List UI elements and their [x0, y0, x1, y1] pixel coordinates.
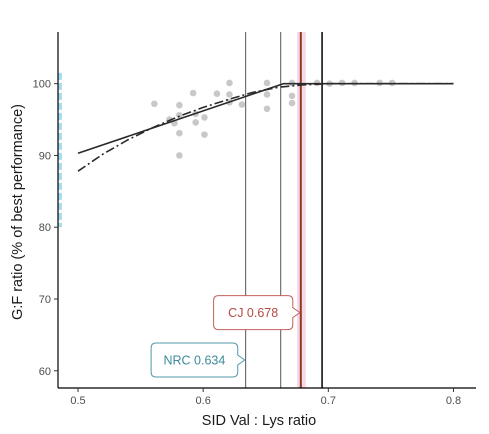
- callout-box: [213, 295, 301, 331]
- axes-layer: 0.5 0.6 0.7 0.8 60 70 80 90 100: [33, 32, 476, 407]
- y-axis-title: G:F ratio (% of best performance): [10, 104, 26, 320]
- data-point: [288, 92, 296, 100]
- data-point: [263, 105, 271, 113]
- quadratic-fit-line: [77, 82, 454, 172]
- x-tick-label: 0.8: [446, 395, 461, 407]
- data-point: [192, 119, 199, 126]
- fit-lines-layer: [77, 82, 454, 172]
- data-point: [238, 101, 246, 108]
- reference-lines-layer: [245, 32, 323, 388]
- x-tick-label: 0.5: [70, 395, 85, 407]
- scatter-points-layer: [151, 79, 396, 159]
- y-tick-label: 60: [39, 366, 51, 378]
- data-point: [263, 91, 271, 98]
- callout-box: [150, 342, 246, 378]
- data-point: [226, 91, 233, 98]
- data-point: [263, 79, 271, 87]
- y-tick-label: 80: [39, 222, 51, 234]
- data-point: [176, 129, 183, 137]
- data-point: [189, 89, 197, 97]
- broken-line-fit: [77, 82, 454, 155]
- y-tick-label: 70: [39, 294, 51, 306]
- data-point: [201, 114, 208, 121]
- data-point: [176, 111, 183, 119]
- x-tick-label: 0.6: [196, 395, 211, 407]
- callouts-layer: CJ 0.678 NRC 0.634: [150, 295, 301, 378]
- x-tick-label: 0.7: [321, 395, 336, 407]
- data-point: [201, 131, 208, 138]
- data-point: [176, 152, 183, 159]
- data-point: [226, 79, 233, 87]
- highlight-band-layer: [297, 32, 306, 388]
- y-tick-label: 100: [33, 79, 51, 91]
- data-point: [288, 99, 296, 107]
- x-axis-title: SID Val : Lys ratio: [202, 413, 316, 429]
- callout-label: NRC 0.634: [164, 354, 226, 368]
- data-point: [176, 101, 183, 109]
- callout-label: CJ 0.678: [228, 306, 278, 320]
- y-tick-label: 90: [39, 150, 51, 162]
- data-point: [151, 100, 158, 108]
- data-point: [213, 90, 221, 98]
